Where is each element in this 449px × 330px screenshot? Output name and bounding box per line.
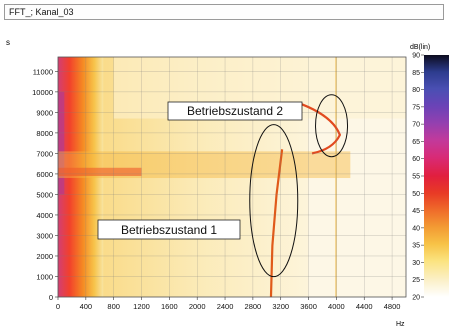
y-tick-label: 1000 xyxy=(36,272,53,281)
y-tick-label: 4000 xyxy=(36,211,53,220)
plot-frame xyxy=(57,56,407,298)
colorbar-tick-label: 45 xyxy=(412,208,420,215)
y-axis-label: s xyxy=(6,38,10,47)
colorbar-tick-label: 40 xyxy=(412,225,420,232)
annotation-betriebszustand-2: Betriebszustand 2 xyxy=(187,104,283,118)
colorbar-tick-label: 20 xyxy=(412,295,420,302)
y-tick-label: 5000 xyxy=(36,190,53,199)
y-tick-label: 7000 xyxy=(36,149,53,158)
colorbar-tick-label: 75 xyxy=(412,104,420,111)
colorbar-tick-label: 50 xyxy=(412,191,420,198)
spectrogram-low-frequency-band xyxy=(58,57,104,297)
window-title: FFT_; Kanal_03 xyxy=(4,4,444,20)
colorbar-tick-label: 35 xyxy=(412,243,420,250)
colorbar-tick-label: 60 xyxy=(412,156,420,163)
colorbar-tick-label: 85 xyxy=(412,70,420,77)
annotation-betriebszustand-1: Betriebszustand 1 xyxy=(121,223,217,237)
x-axis-label: Hz xyxy=(396,321,405,328)
x-tick-label: 3600 xyxy=(300,302,317,311)
spectrogram-low-core xyxy=(58,91,65,195)
x-tick-label: 4000 xyxy=(328,302,345,311)
x-tick-label: 1600 xyxy=(161,302,178,311)
y-tick-label: 10000 xyxy=(32,88,53,97)
colorbar-tick-label: 30 xyxy=(412,260,420,267)
x-tick-label: 4800 xyxy=(384,302,401,311)
annotation-betriebszustand-2-box xyxy=(167,101,303,121)
x-tick-label: 800 xyxy=(107,302,120,311)
x-tick-label: 2800 xyxy=(245,302,262,311)
x-tick-label: 2000 xyxy=(189,302,206,311)
y-tick-label: 2000 xyxy=(36,252,53,261)
x-tick-label: 2400 xyxy=(217,302,234,311)
colorbar-tick-label: 65 xyxy=(412,139,420,146)
ellipse-betriebszustand-2 xyxy=(315,94,349,158)
colorbar-tick-label: 55 xyxy=(412,174,420,181)
x-tick-label: 3200 xyxy=(272,302,289,311)
colorbar-tick-label: 70 xyxy=(412,122,420,129)
spectrogram-horizontal-band-strong xyxy=(58,167,142,176)
spectrogram-ridge-2 xyxy=(301,103,342,155)
ellipse-betriebszustand-1 xyxy=(249,124,299,278)
annotation-betriebszustand-1-box xyxy=(97,219,241,240)
x-tick-label: 0 xyxy=(56,302,60,311)
x-tick-label: 400 xyxy=(80,302,93,311)
spectrogram-vertical-line xyxy=(335,57,338,297)
colorbar-tick-label: 25 xyxy=(412,277,420,284)
y-tick-label: 3000 xyxy=(36,231,53,240)
colorbar-label: dB(lin) xyxy=(410,44,430,51)
y-tick-label: 8000 xyxy=(36,129,53,138)
x-tick-label: 4400 xyxy=(356,302,373,311)
spectrogram-ridge-1 xyxy=(269,149,284,297)
colorbar xyxy=(424,55,449,297)
y-tick-label: 11000 xyxy=(33,67,53,76)
y-tick-label: 6000 xyxy=(36,170,53,179)
y-tick-label: 0 xyxy=(49,293,53,302)
colorbar-tick-label: 80 xyxy=(412,87,420,94)
x-tick-label: 1200 xyxy=(133,302,150,311)
y-tick-label: 9000 xyxy=(36,108,53,117)
colorbar-tick-label: 90 xyxy=(412,53,420,60)
